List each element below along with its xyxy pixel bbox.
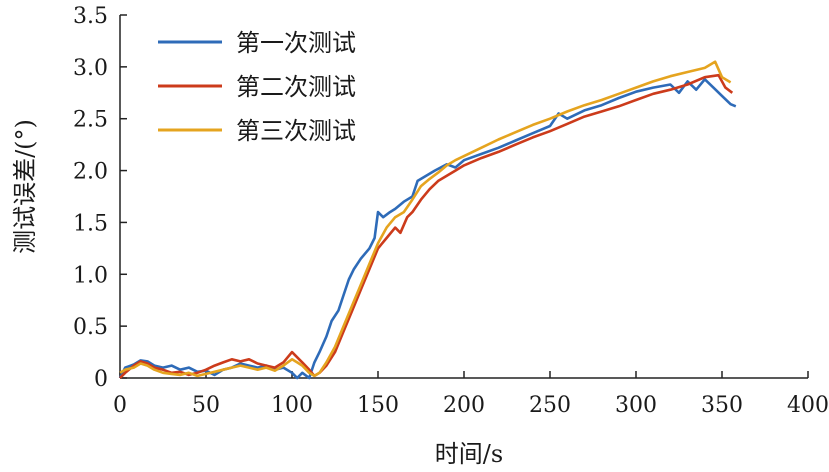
x-axis-label: 时间/s	[435, 440, 503, 468]
legend-label-2: 第二次测试	[236, 73, 356, 101]
legend-label-3: 第三次测试	[236, 117, 356, 145]
x-tick-label: 100	[271, 393, 313, 418]
x-tick-label: 150	[357, 393, 399, 418]
y-tick-label: 3.0	[73, 56, 108, 81]
y-tick-label: 2.5	[73, 108, 108, 133]
legend-label-1: 第一次测试	[236, 29, 356, 57]
x-tick-label: 0	[113, 393, 127, 418]
x-tick-label: 50	[192, 393, 220, 418]
x-tick-label: 350	[701, 393, 743, 418]
series-line-3	[119, 60, 732, 378]
series-line-2	[119, 73, 734, 379]
series-layer	[118, 60, 737, 380]
x-tick-label: 300	[615, 393, 657, 418]
series-line-1	[118, 78, 737, 380]
x-tick-label: 250	[529, 393, 571, 418]
y-tick-label: 1.5	[73, 211, 108, 236]
y-axis-label: 测试误差/(°)	[11, 119, 39, 254]
y-tick-label: 1.0	[73, 263, 108, 288]
y-tick-label: 3.5	[73, 4, 108, 29]
y-tick-label: 0.5	[73, 315, 108, 340]
y-tick-label: 2.0	[73, 160, 108, 185]
y-tick-label: 0	[94, 367, 108, 392]
x-tick-label: 200	[443, 393, 485, 418]
x-tick-label: 400	[787, 393, 829, 418]
axes: 0 50 100 150 200 250 300 350 400 0 0.5 1.0 1.5 2.0 2.5…	[73, 4, 829, 418]
